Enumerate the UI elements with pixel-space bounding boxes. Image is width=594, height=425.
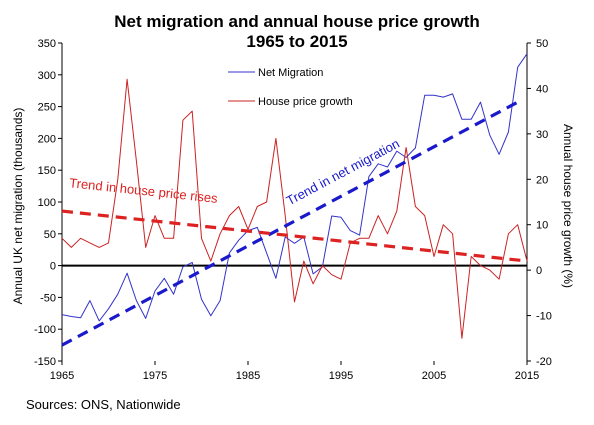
source-note: Sources: ONS, Nationwide <box>26 397 181 412</box>
x-tick-label: 1985 <box>236 370 260 382</box>
right-tick-label: 10 <box>536 220 548 232</box>
x-tick-label: 1965 <box>50 370 74 382</box>
left-tick-label: -50 <box>40 292 56 304</box>
legend-label: Net Migration <box>258 67 323 79</box>
x-tick-label: 2005 <box>422 370 446 382</box>
trend-in-house-price-rises-line <box>61 209 528 263</box>
right-tick-label: 40 <box>536 83 548 95</box>
left-tick-label: 100 <box>38 197 56 209</box>
house-price-growth-line <box>61 78 528 339</box>
left-tick-label: 250 <box>38 102 56 114</box>
left-tick-label: -150 <box>34 356 56 368</box>
legend-label: House price growth <box>258 96 353 108</box>
right-tick-label: 50 <box>536 38 548 50</box>
left-tick-label: 150 <box>38 165 56 177</box>
chart-subtitle: 1965 to 2015 <box>246 32 348 51</box>
trend-house-price-label: Trend in house price rises <box>69 175 219 206</box>
trend-in-net-migration-line <box>61 100 519 347</box>
left-tick-label: 50 <box>44 229 56 241</box>
y-axis-label-right: Annual house price growth (%) <box>561 123 575 289</box>
right-tick-label: -10 <box>536 311 552 323</box>
left-tick-label: -100 <box>34 324 56 336</box>
right-tick-label: 20 <box>536 174 548 186</box>
net-migration-line <box>61 53 528 322</box>
x-tick-label: 1995 <box>329 370 353 382</box>
y-axis-label-left: Annual UK net migration (thousands) <box>11 107 25 305</box>
x-tick-label: 2015 <box>515 370 539 382</box>
series-layer <box>61 53 528 339</box>
left-tick-label: 200 <box>38 133 56 145</box>
right-tick-label: 0 <box>536 265 542 277</box>
right-tick-label: -20 <box>536 356 552 368</box>
left-tick-label: 350 <box>38 38 56 50</box>
left-axis-ticks: -150 -100 -50 0 50 100 150 200 250 300 350 <box>34 38 62 368</box>
left-tick-label: 0 <box>50 261 56 273</box>
right-tick-label: 30 <box>536 129 548 141</box>
x-tick-label: 1975 <box>143 370 167 382</box>
chart-title: Net migration and annual house price gro… <box>114 12 480 31</box>
legend: Net Migration House price growth <box>228 67 353 108</box>
trend-layer <box>61 100 528 347</box>
left-tick-label: 300 <box>38 70 56 82</box>
right-axis-ticks: -20 -10 0 10 20 30 40 50 <box>527 38 552 368</box>
x-axis-ticks: 1965 1975 1985 1995 2005 2015 <box>50 361 539 382</box>
